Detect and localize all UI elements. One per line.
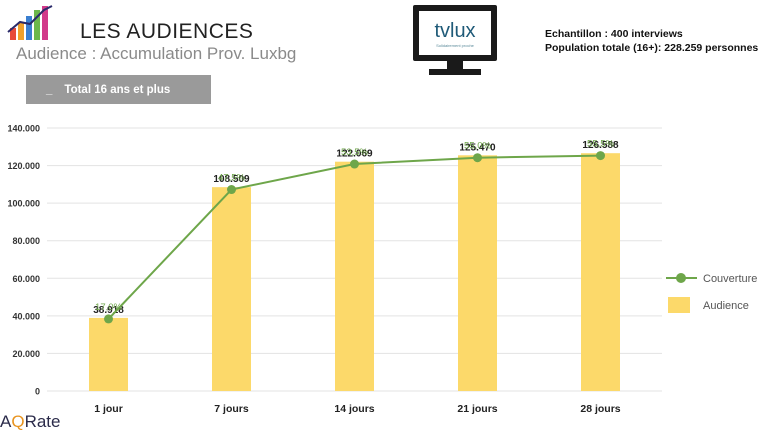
logo-icon xyxy=(7,5,53,40)
coverage-data-label: 55,5% xyxy=(587,139,614,150)
sample-info: Echantillon : 400 interviews Population … xyxy=(545,27,758,55)
brand-rest: Rate xyxy=(24,412,61,431)
coverage-point xyxy=(104,314,113,324)
bar xyxy=(335,161,374,391)
bar-data-label: 38.918 xyxy=(93,305,124,316)
y-tick-label: 0 xyxy=(35,387,40,397)
coverage-point xyxy=(350,159,359,169)
bar xyxy=(89,317,128,391)
y-tick-label: 60.000 xyxy=(12,274,40,284)
coverage-point xyxy=(473,153,482,163)
tv-logo-text: tvlux xyxy=(434,20,475,42)
y-tick-label: 100.000 xyxy=(7,199,40,209)
brand-logo: AQRate xyxy=(0,412,61,432)
bar xyxy=(581,153,620,391)
legend-bar-swatch xyxy=(668,297,690,313)
coverage-point xyxy=(596,151,605,161)
legend-label-couverture: Couverture xyxy=(703,273,757,285)
population-total: Population totale (16+): 228.259 personn… xyxy=(545,42,759,54)
bar-data-label: 108.509 xyxy=(213,174,250,185)
filter-box: _ Total 16 ans et plus xyxy=(26,75,211,104)
legend-label-audience: Audience xyxy=(703,300,749,312)
bar xyxy=(212,187,251,391)
bar-data-label: 125.470 xyxy=(459,142,496,153)
bar-data-label: 126.588 xyxy=(582,140,619,151)
coverage-point xyxy=(227,185,236,195)
x-tick-label: 14 jours xyxy=(334,403,374,415)
x-tick-label: 21 jours xyxy=(457,403,497,415)
filter-label: Total 16 ans et plus xyxy=(64,83,171,96)
tv-logo-tagline: Solidairement proche xyxy=(436,43,475,48)
coverage-data-label: 55,0% xyxy=(464,141,491,152)
page-subtitle: Audience : Accumulation Prov. Luxbg xyxy=(16,44,297,63)
legend-line-marker xyxy=(676,273,686,283)
y-tick-label: 20.000 xyxy=(12,349,40,359)
tv-logo-icon: tvlux Solidairement proche xyxy=(413,5,497,75)
page-title: LES AUDIENCES xyxy=(80,20,254,43)
x-tick-label: 1 jour xyxy=(94,403,123,415)
y-tick-label: 40.000 xyxy=(12,311,40,321)
x-tick-label: 7 jours xyxy=(214,403,249,415)
bar-data-label: 122.069 xyxy=(336,149,373,160)
coverage-data-label: 17,0% xyxy=(95,302,122,313)
coverage-data-label: 47,5% xyxy=(218,173,245,184)
y-tick-label: 120.000 xyxy=(7,161,40,171)
y-tick-label: 140.000 xyxy=(7,124,40,134)
y-tick-label: 80.000 xyxy=(12,236,40,246)
brand-a: A xyxy=(0,412,12,431)
x-tick-label: 28 jours xyxy=(580,403,620,415)
coverage-data-label: 53,5% xyxy=(341,147,368,158)
sample-size: Echantillon : 400 interviews xyxy=(545,28,683,40)
brand-q: Q xyxy=(11,412,25,431)
filter-dash: _ xyxy=(46,83,53,96)
bar xyxy=(458,155,497,391)
